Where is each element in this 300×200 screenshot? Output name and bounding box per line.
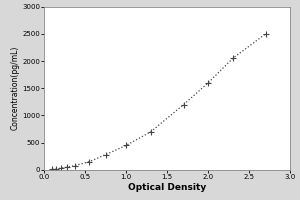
Y-axis label: Concentration(pg/mL): Concentration(pg/mL)	[10, 46, 19, 130]
X-axis label: Optical Density: Optical Density	[128, 183, 206, 192]
